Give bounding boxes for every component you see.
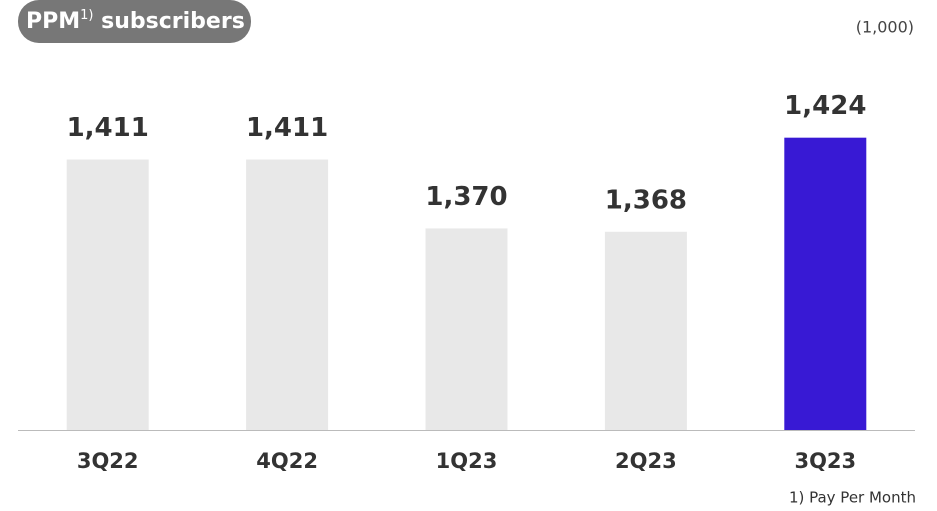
footnote: 1) Pay Per Month [789, 489, 916, 507]
x-tick-label: 1Q23 [436, 449, 498, 473]
value-label: 1,424 [784, 91, 866, 121]
value-label: 1,368 [605, 185, 687, 215]
x-tick-label: 3Q23 [794, 449, 856, 473]
chart-title: PPM1) subscribers [26, 8, 245, 35]
bar [66, 159, 149, 430]
title-pill [18, 0, 251, 43]
title-main: PPM [26, 9, 80, 34]
x-tick-label: 3Q22 [77, 449, 139, 473]
bar [425, 228, 508, 430]
bar [246, 159, 329, 430]
title-rest: subscribers [93, 9, 244, 34]
value-label: 1,411 [67, 113, 149, 143]
x-tick-label: 2Q23 [615, 449, 677, 473]
x-tick-label: 4Q22 [256, 449, 318, 473]
title-superscript: 1) [80, 8, 93, 23]
value-label: 1,370 [425, 182, 507, 212]
value-label: 1,411 [246, 113, 328, 143]
bar [784, 137, 867, 430]
bar [604, 231, 687, 430]
unit-label: (1,000) [856, 18, 914, 37]
